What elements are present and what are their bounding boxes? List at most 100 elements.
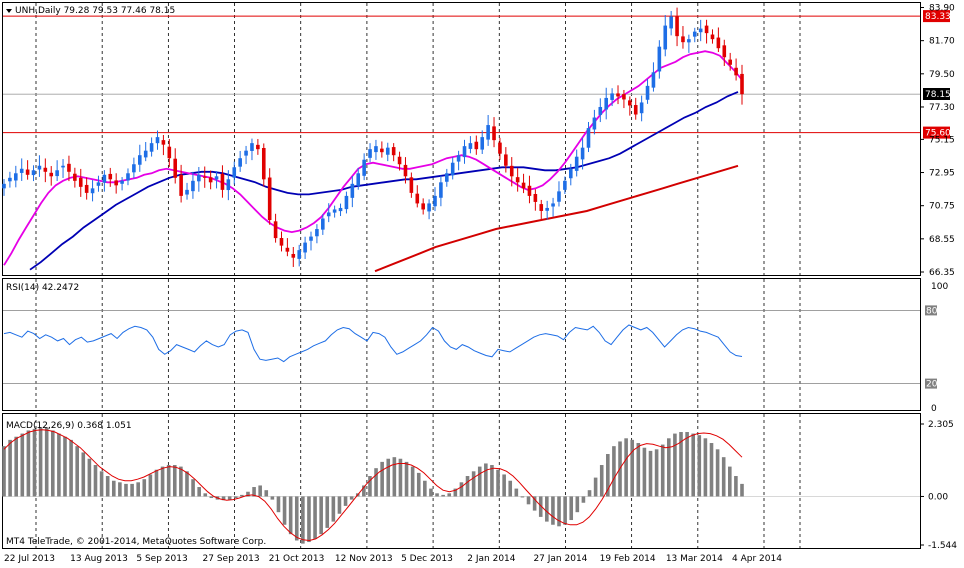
price-tick-label: 81.70 [929,37,955,47]
bull-candle [55,170,59,177]
bull-candle [368,149,372,158]
bear-candle [704,25,709,34]
macd-histogram-bar [32,428,37,497]
macd-histogram-bar [459,482,464,497]
macd-histogram-bar [477,466,482,497]
macd-histogram-bar [538,496,543,517]
x-axis-label: 21 Oct 2013 [269,554,325,564]
macd-histogram-bar [221,496,226,501]
macd-histogram-bar [197,487,201,497]
macd-histogram [2,427,744,544]
bull-candle [427,203,431,212]
bull-candle [350,183,355,198]
bull-candle [197,174,201,182]
bull-candle [332,209,337,213]
price-level-label: 75.60 [925,129,951,139]
macd-histogram-bar [325,496,330,528]
x-axis-label: 22 Jul 2013 [4,554,55,564]
macd-histogram-bar [660,444,665,497]
bear-candle [415,193,420,204]
bull-candle [574,156,579,171]
bull-candle [698,28,703,33]
bull-candle [468,143,473,149]
bull-candle [344,195,349,210]
macd-histogram-bar [160,466,165,497]
bull-candle [132,164,136,173]
bull-candle [362,159,366,176]
macd-histogram-bar [368,476,372,497]
macd-histogram-bar [447,493,452,497]
macd-histogram-bar [532,496,537,511]
bear-candle [208,177,213,183]
macd-histogram-bar [44,427,49,497]
bear-candle [73,173,77,181]
macd-histogram-bar [636,443,641,497]
bear-candle [220,173,225,190]
x-axis-label: 12 Nov 2013 [335,554,393,564]
bear-candle [633,105,638,115]
bear-candle [179,174,183,196]
macd-histogram-bar [258,485,262,497]
macd-histogram-bar [185,471,189,497]
macd-histogram-bar [203,493,208,497]
macd-histogram-bar [362,485,366,497]
bull-candle [309,236,313,241]
price-panel-frame [2,2,921,276]
macd-histogram-bar [38,427,43,497]
bull-candle [214,176,219,180]
macd-histogram-bar [642,447,647,497]
bull-candle [592,117,597,130]
macd-histogram-bar [429,488,433,497]
bear-candle [509,165,514,177]
copyright-text: MT4 TeleTrade, © 2001-2014, MetaQuotes S… [6,537,266,547]
macd-histogram-bar [50,430,55,497]
macd-histogram-bar [8,439,12,497]
macd-histogram-bar [124,483,128,497]
bear-candle [403,164,408,177]
macd-histogram-bar [136,482,140,497]
macd-histogram-bar [581,496,586,503]
macd-histogram-bar [703,438,708,497]
macd-histogram-bar [441,494,445,497]
macd-histogram-bar [172,465,177,497]
symbol-dropdown-icon[interactable] [6,9,12,13]
bull-candle [8,177,12,182]
bear-candle [675,16,679,37]
macd-histogram-bar [111,480,116,497]
bull-candle [462,146,467,158]
bull-candle [551,203,555,207]
bull-candle [598,106,603,115]
rsi-tick-label: 0 [931,404,937,414]
macd-histogram-bar [551,496,555,525]
bear-candle [734,67,738,76]
macd-histogram-bar [233,496,238,499]
bear-candle [49,172,54,177]
bear-candle [681,36,685,43]
macd-histogram-bar [691,433,696,497]
macd-histogram-bar [252,487,256,497]
bull-candle [155,137,160,144]
macd-histogram-bar [349,496,354,500]
macd-histogram-bar [404,461,409,497]
macd-panel-header: MACD(12,26,9) 0.368 1.051 [6,421,132,431]
macd-histogram-bar [398,458,403,497]
bear-candle [521,182,526,189]
macd-histogram-bar [227,496,232,500]
x-axis-labels: 22 Jul 2013 13 Aug 2013 5 Sep 2013 27 Sep 2… [4,554,782,564]
bull-candle [586,128,591,148]
bull-candle [445,173,449,182]
macd-histogram-bar [654,449,659,497]
bull-candle [303,242,307,253]
bear-candle [78,177,83,187]
price-tick-label: 66.35 [929,268,955,278]
macd-histogram-bar [246,491,250,497]
macd-histogram-bar [148,474,153,497]
slow-ma-line [374,164,739,273]
bear-candle [267,177,272,221]
bear-candle [84,184,89,193]
macd-histogram-bar [612,446,616,497]
x-axis-label: 2 Jan 2014 [467,554,515,564]
bull-candle [2,183,6,189]
bull-candle [244,150,248,156]
bull-candle [545,207,549,211]
